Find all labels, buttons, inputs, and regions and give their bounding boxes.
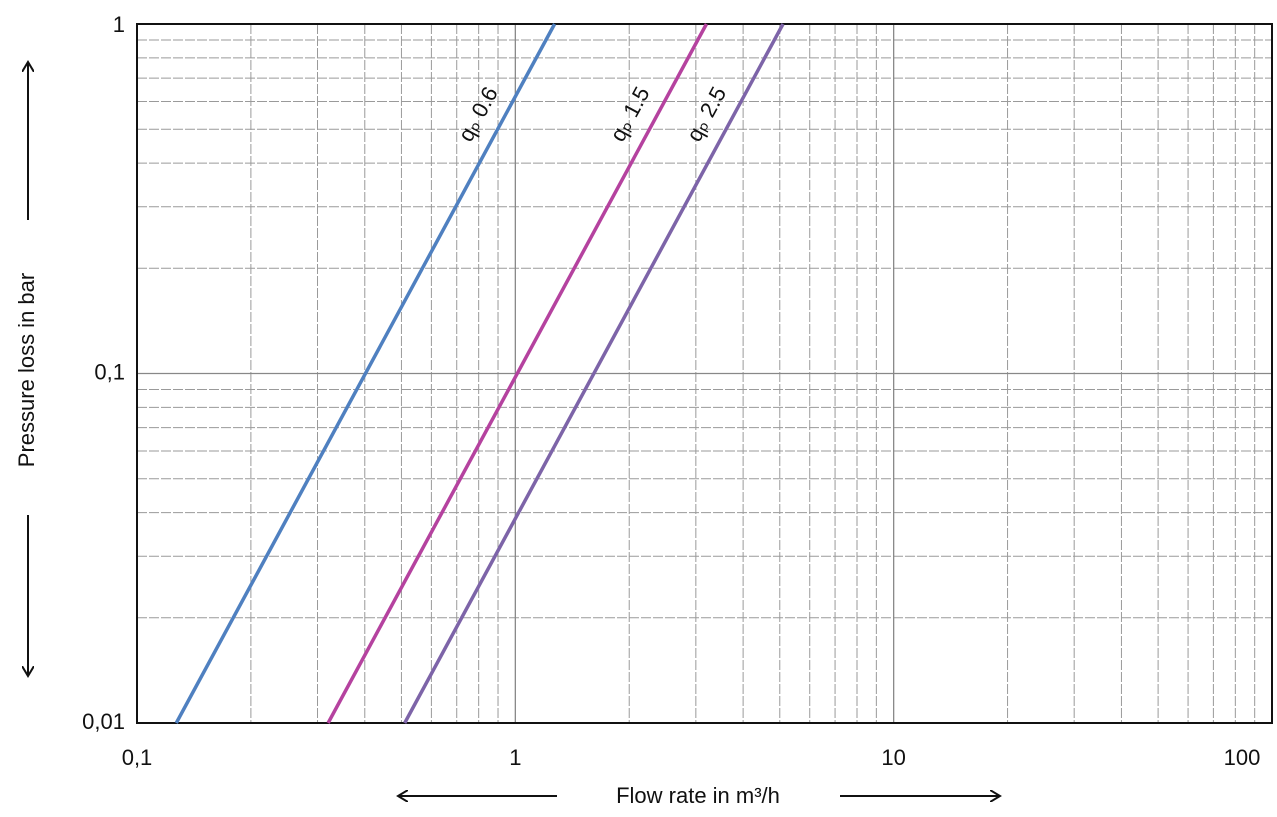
axis-arrows <box>28 62 1000 796</box>
y-tick-label: 0,01 <box>82 709 125 734</box>
x-tick-label: 100 <box>1224 745 1261 770</box>
series-line <box>326 23 708 724</box>
x-tick-label: 1 <box>509 745 521 770</box>
x-axis-label: Flow rate in m³/h <box>616 783 780 808</box>
y-tick-label: 1 <box>113 12 125 37</box>
series-line <box>174 23 557 724</box>
x-tick-label: 10 <box>881 745 905 770</box>
y-axis-label: Pressure loss in bar <box>14 273 39 467</box>
x-tick-label: 0,1 <box>122 745 153 770</box>
y-tick-label: 0,1 <box>94 359 125 384</box>
series-line <box>403 23 785 724</box>
